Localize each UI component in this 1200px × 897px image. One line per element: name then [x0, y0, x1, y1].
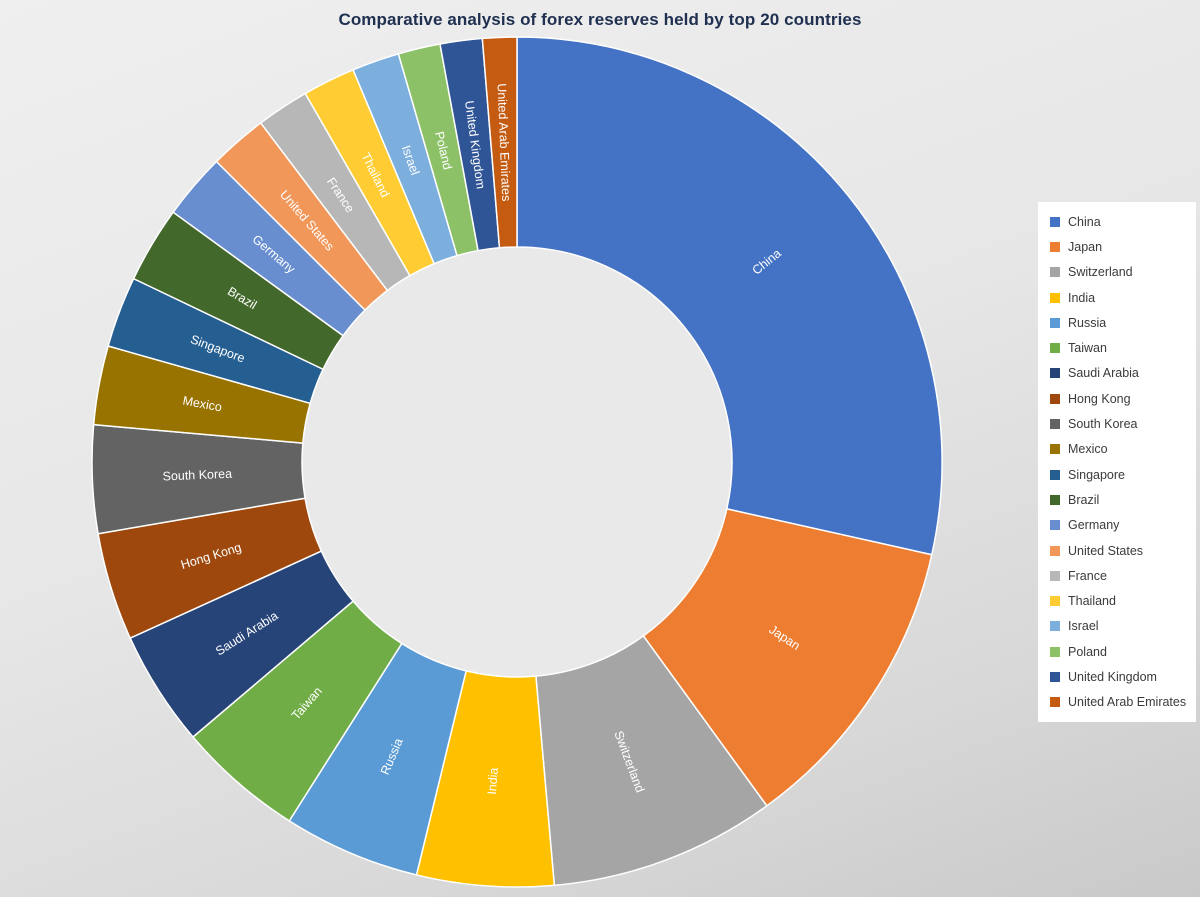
legend-label-hong-kong: Hong Kong [1068, 391, 1131, 406]
legend-swatch-germany [1050, 520, 1060, 531]
chart-title: Comparative analysis of forex reserves h… [338, 10, 862, 29]
legend-item-united-states[interactable]: United States [1038, 538, 1196, 563]
legend-swatch-mexico [1050, 444, 1060, 455]
legend-label-united-states: United States [1068, 543, 1144, 558]
legend-swatch-switzerland [1050, 267, 1060, 278]
legend-item-germany[interactable]: Germany [1038, 513, 1196, 538]
legend-item-israel[interactable]: Israel [1038, 614, 1196, 639]
slice-japan[interactable] [642, 508, 933, 807]
legend-label-india: India [1068, 290, 1096, 305]
legend-label-saudi-arabia: Saudi Arabia [1068, 366, 1139, 381]
legend-item-france[interactable]: France [1038, 563, 1196, 588]
legend-item-hong-kong[interactable]: Hong Kong [1038, 386, 1196, 411]
legend-item-switzerland[interactable]: Switzerland [1038, 260, 1196, 285]
legend-label-poland: Poland [1068, 644, 1107, 659]
legend-item-mexico[interactable]: Mexico [1038, 437, 1196, 462]
slice-label-south-korea: South Korea [162, 467, 232, 484]
legend-swatch-india [1050, 292, 1060, 303]
legend-item-india[interactable]: India [1038, 285, 1196, 310]
legend-item-russia[interactable]: Russia [1038, 310, 1196, 335]
legend-label-france: France [1068, 568, 1107, 583]
legend-swatch-hong-kong [1050, 393, 1060, 404]
legend-swatch-thailand [1050, 596, 1060, 607]
legend-item-united-kingdom[interactable]: United Kingdom [1038, 664, 1196, 689]
legend-item-taiwan[interactable]: Taiwan [1038, 335, 1196, 360]
legend-label-united-arab-emirates: United Arab Emirates [1068, 695, 1187, 710]
legend-swatch-saudi-arabia [1050, 368, 1060, 379]
chart-legend: China Japan Switzerland India Russia Taiwan Sa… [1038, 202, 1196, 722]
legend-item-poland[interactable]: Poland [1038, 639, 1196, 664]
legend-swatch-united-kingdom [1050, 671, 1060, 682]
legend-label-singapore: Singapore [1068, 467, 1125, 482]
legend-swatch-china [1050, 216, 1060, 227]
slice-united-arab-emirates[interactable] [481, 36, 518, 249]
legend-item-south-korea[interactable]: South Korea [1038, 411, 1196, 436]
legend-swatch-france [1050, 570, 1060, 581]
slice-label-united-arab-emirates: United Arab Emirates [495, 83, 514, 202]
legend-label-russia: Russia [1068, 315, 1107, 330]
legend-label-brazil: Brazil [1068, 492, 1100, 507]
legend-label-switzerland: Switzerland [1068, 265, 1133, 280]
legend-swatch-japan [1050, 241, 1060, 252]
legend-item-brazil[interactable]: Brazil [1038, 487, 1196, 512]
legend-label-israel: Israel [1068, 619, 1099, 634]
legend-item-united-arab-emirates[interactable]: United Arab Emirates [1038, 690, 1196, 715]
legend-label-china: China [1068, 214, 1101, 229]
legend-swatch-singapore [1050, 469, 1060, 480]
legend-swatch-united-states [1050, 545, 1060, 556]
legend-swatch-israel [1050, 621, 1060, 632]
legend-label-germany: Germany [1068, 518, 1120, 533]
slice-china[interactable] [516, 36, 943, 556]
legend-swatch-russia [1050, 317, 1060, 328]
legend-label-japan: Japan [1068, 239, 1103, 254]
legend-item-china[interactable]: China [1038, 209, 1196, 234]
donut-hole [302, 247, 732, 677]
legend-swatch-south-korea [1050, 419, 1060, 430]
legend-label-mexico: Mexico [1068, 442, 1108, 457]
legend-swatch-united-arab-emirates [1050, 697, 1060, 708]
legend-item-singapore[interactable]: Singapore [1038, 462, 1196, 487]
legend-swatch-poland [1050, 646, 1060, 657]
slice-label-india: India [485, 767, 501, 795]
legend-label-thailand: Thailand [1068, 594, 1116, 609]
legend-label-south-korea: South Korea [1068, 417, 1138, 432]
legend-item-saudi-arabia[interactable]: Saudi Arabia [1038, 361, 1196, 386]
legend-label-taiwan: Taiwan [1068, 341, 1107, 356]
legend-swatch-taiwan [1050, 343, 1060, 354]
legend-item-thailand[interactable]: Thailand [1038, 588, 1196, 613]
legend-item-japan[interactable]: Japan [1038, 234, 1196, 259]
legend-swatch-brazil [1050, 494, 1060, 505]
legend-label-united-kingdom: United Kingdom [1068, 669, 1157, 684]
